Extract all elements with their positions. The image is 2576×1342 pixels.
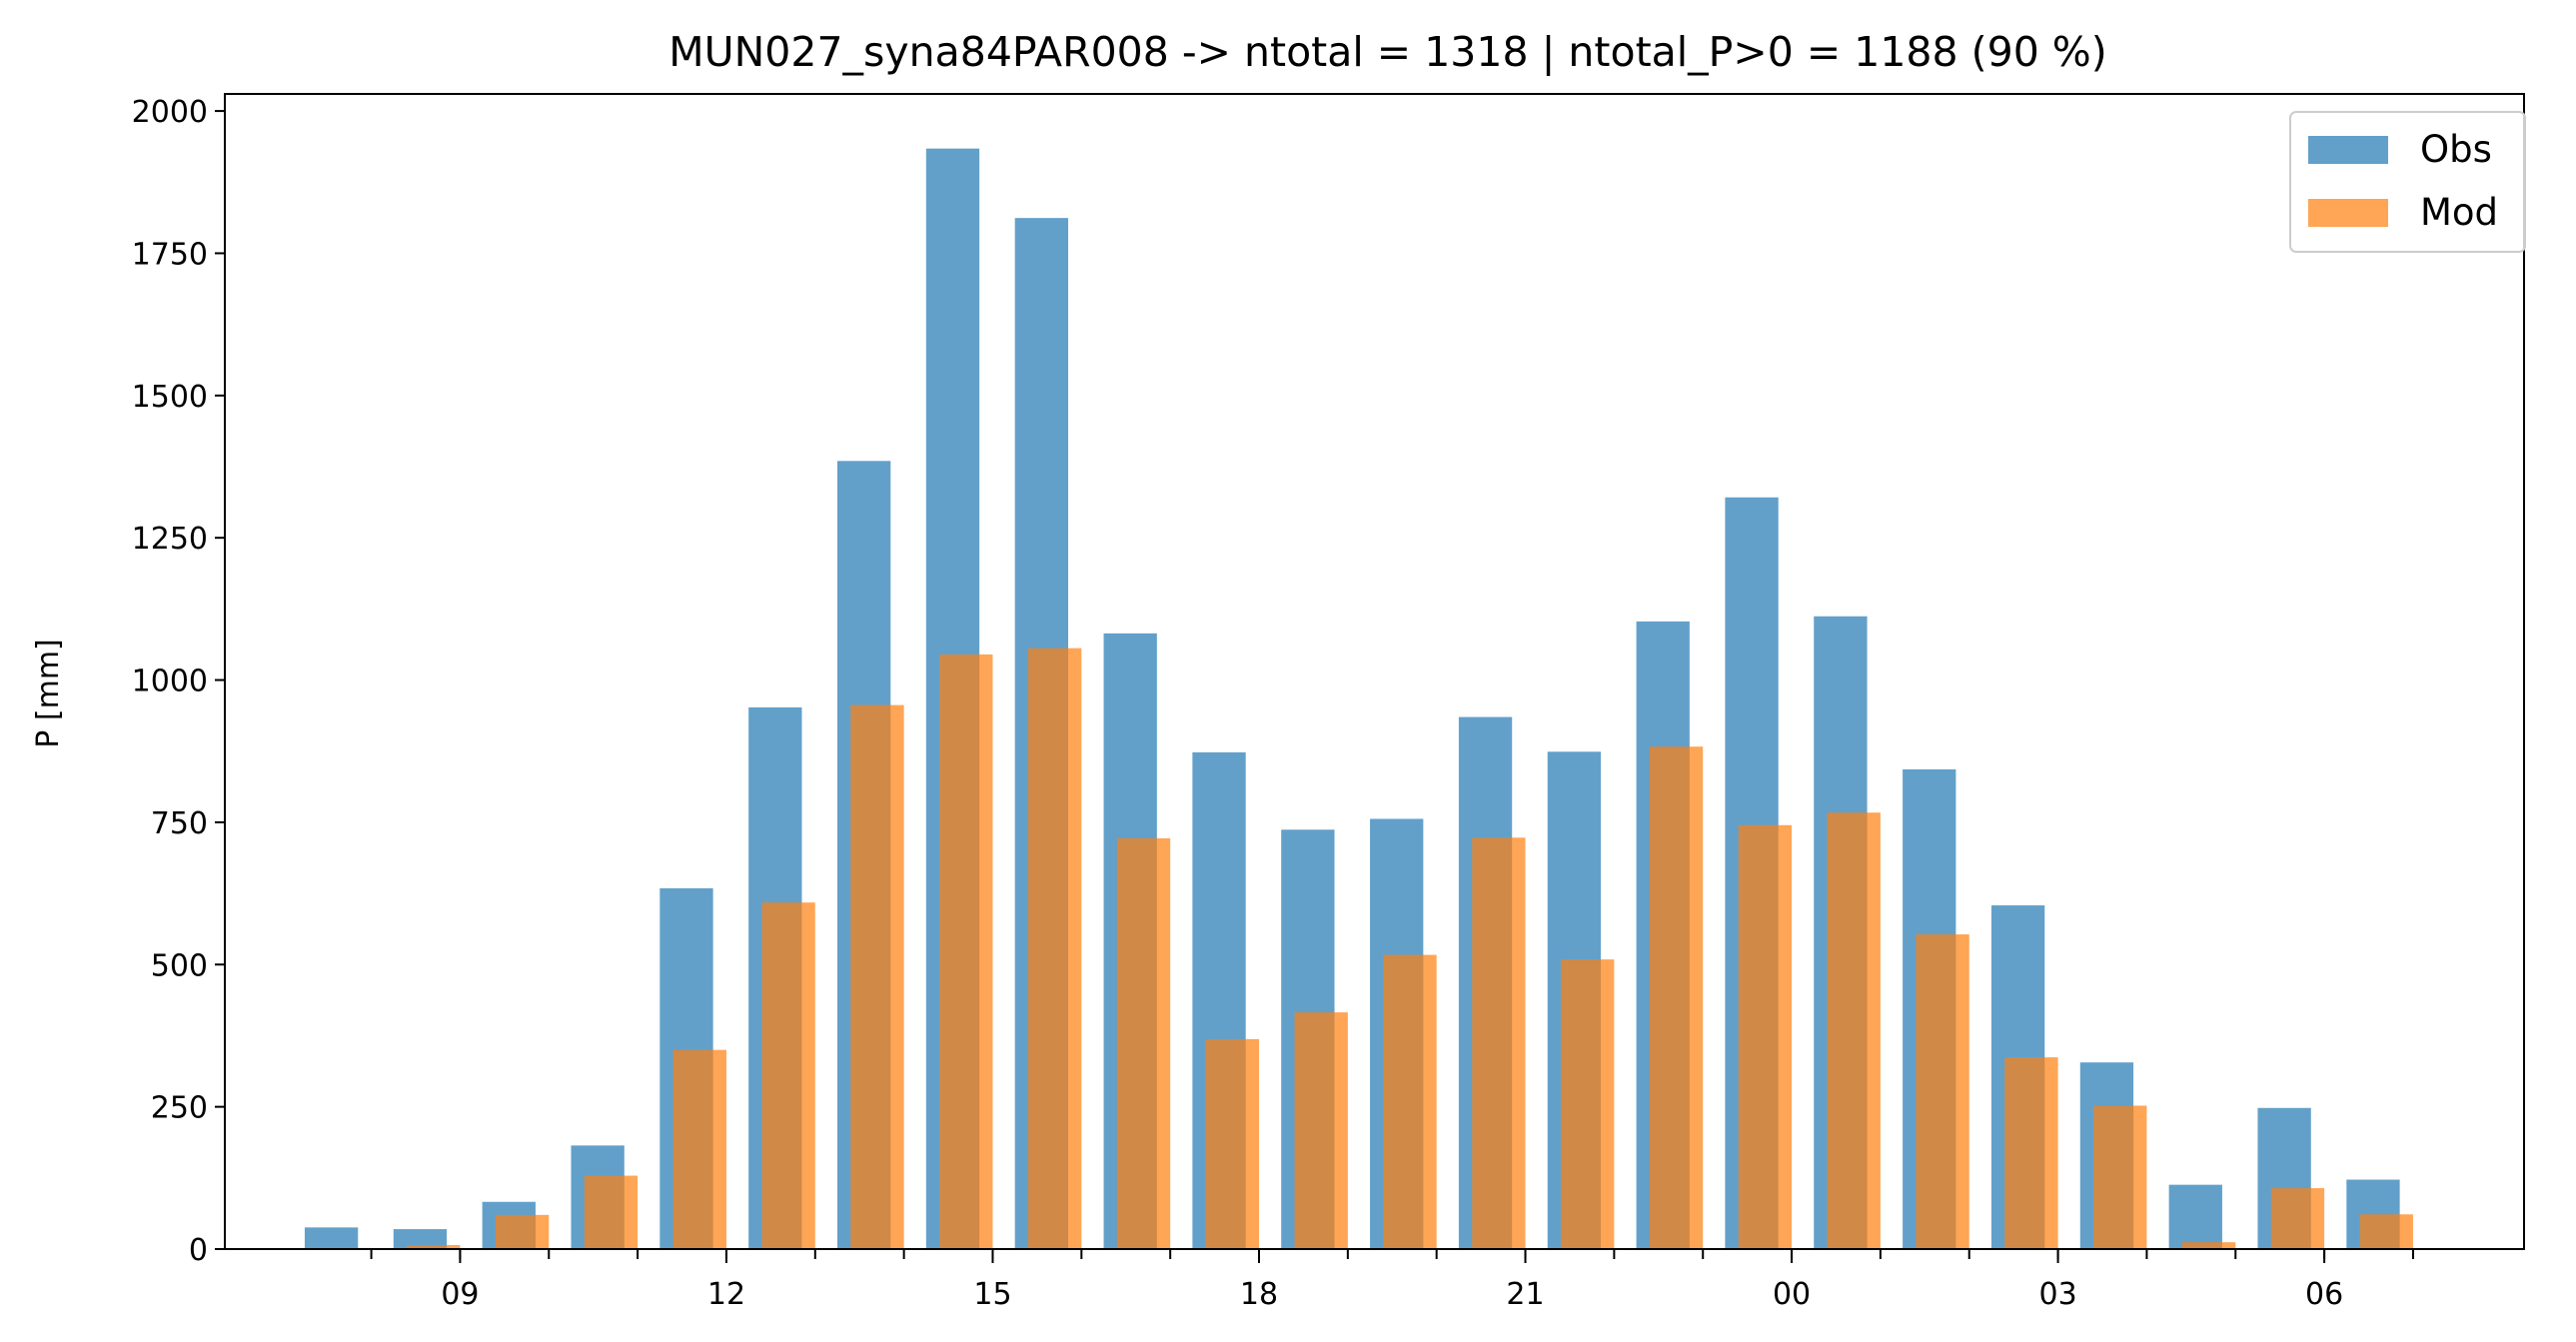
y-tick-label: 500: [151, 948, 208, 983]
y-axis-label: P [mm]: [31, 639, 66, 747]
y-tick-label: 0: [189, 1233, 208, 1268]
bar-mod: [495, 1214, 550, 1249]
bar-mod: [1294, 1012, 1348, 1249]
bar-mod: [1028, 648, 1082, 1249]
bar-mod: [1205, 1038, 1260, 1249]
bar-mod: [672, 1049, 726, 1249]
bar-mod: [2004, 1057, 2058, 1249]
bar-mod: [1561, 959, 1615, 1249]
bar-mod: [584, 1175, 639, 1249]
bar-mod: [850, 704, 904, 1249]
bar-mod: [1916, 934, 1969, 1249]
bar-mod: [2359, 1214, 2413, 1249]
legend: Obs Mod: [2289, 111, 2526, 253]
y-tick-label: 1750: [132, 237, 208, 272]
y-tick-label: 750: [151, 806, 208, 841]
y-tick-label: 1000: [132, 665, 208, 699]
bar-obs: [304, 1227, 359, 1249]
x-tick-label: 09: [441, 1277, 479, 1312]
y-tick-label: 250: [151, 1091, 208, 1126]
bar-mod: [1827, 812, 1881, 1249]
axes-frame: [224, 93, 2525, 1250]
bar-mod: [1116, 837, 1171, 1249]
x-tick-label: 18: [1240, 1277, 1278, 1312]
legend-label-obs: Obs: [2420, 128, 2492, 171]
x-tick-label: 15: [973, 1277, 1011, 1312]
y-tick-label: 1500: [132, 380, 208, 415]
plot-area: 0 250 500 750 1000 1250 1500 1750 2000 09 12 15 18 21…: [132, 93, 2525, 1312]
x-tick-label: 21: [1506, 1277, 1544, 1312]
x-tick-label: 03: [2038, 1277, 2076, 1312]
bar-mod: [2093, 1105, 2147, 1249]
legend-label-mod: Mod: [2420, 191, 2498, 234]
bar-mod: [2181, 1242, 2236, 1249]
chart-title: MUN027_syna84PAR008 -> ntotal = 1318 | n…: [668, 28, 2107, 76]
bar-mod: [761, 902, 815, 1249]
bar-mod: [1649, 746, 1704, 1249]
bar-obs: [393, 1229, 448, 1249]
bar-mod: [1738, 824, 1793, 1249]
bar-mod: [2270, 1188, 2325, 1249]
y-tick-label: 2000: [132, 95, 208, 130]
bar-obs: [2168, 1184, 2222, 1249]
x-tick-label: 06: [2305, 1277, 2343, 1312]
x-tick-label: 12: [707, 1277, 745, 1312]
legend-swatch-obs: [2308, 136, 2388, 164]
legend-swatch-mod: [2308, 199, 2388, 227]
y-tick-label: 1250: [132, 522, 208, 557]
bar-mod: [1472, 837, 1526, 1249]
bar-mod: [939, 654, 993, 1249]
bar-mod: [407, 1245, 461, 1249]
bar-mod: [1383, 954, 1437, 1249]
x-tick-label: 00: [1773, 1277, 1811, 1312]
